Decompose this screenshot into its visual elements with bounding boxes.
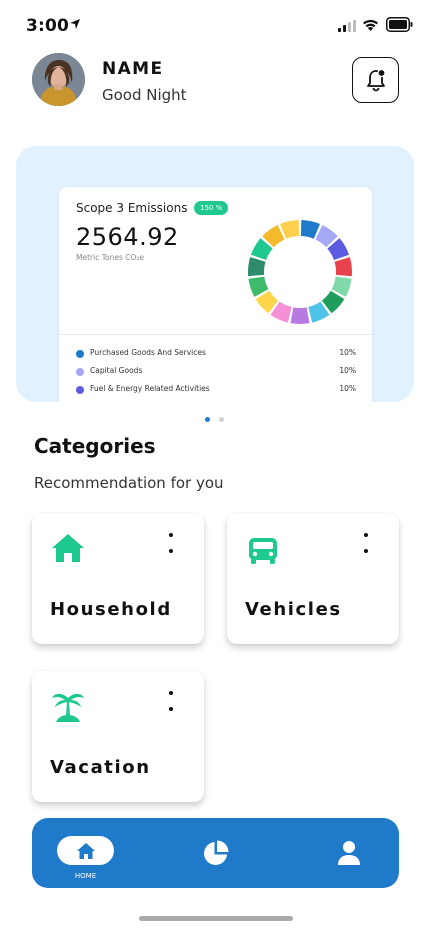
cellular-signal-icon	[338, 20, 356, 32]
carousel-dot-active[interactable]	[205, 417, 210, 422]
status-time: 3:00	[26, 16, 70, 36]
location-arrow-icon	[70, 19, 80, 29]
car-icon	[249, 538, 277, 564]
legend-percent: 10%	[339, 384, 356, 393]
palm-tree-icon	[52, 693, 84, 722]
card-divider	[59, 334, 372, 335]
donut-segment	[300, 220, 320, 239]
legend-percent: 10%	[339, 348, 356, 357]
donut-segment	[248, 257, 266, 277]
more-options-icon[interactable]	[361, 533, 371, 553]
legend-item: Fuel & Energy Related Activities 10%	[76, 383, 356, 397]
avatar[interactable]	[32, 53, 85, 106]
user-name: NAME	[102, 59, 164, 79]
bell-icon	[366, 68, 386, 92]
home-icon	[76, 842, 95, 859]
greeting-text: Good Night	[102, 86, 187, 104]
categories-title: Categories	[34, 434, 156, 458]
carousel-dot[interactable]	[219, 417, 224, 422]
profile-icon[interactable]	[337, 840, 361, 866]
category-label: Vacation	[50, 757, 151, 778]
legend-item: Purchased Goods And Services 10%	[76, 347, 356, 361]
legend-dot	[76, 350, 84, 358]
category-label: Household	[50, 599, 172, 620]
avatar-photo	[32, 53, 85, 106]
donut-segment	[331, 276, 352, 297]
donut-segment	[290, 307, 310, 325]
legend-percent: 10%	[339, 366, 356, 375]
donut-segment	[321, 290, 345, 314]
donut-segment	[262, 225, 285, 248]
notification-button[interactable]	[352, 57, 399, 103]
pie-chart-icon[interactable]	[203, 840, 229, 866]
bottom-navigation: HOME	[32, 818, 399, 888]
legend-dot	[76, 386, 84, 394]
emissions-value: 2564.92	[76, 223, 179, 251]
legend-label: Capital Goods	[90, 366, 143, 375]
category-card-vehicles[interactable]: Vehicles	[227, 513, 399, 644]
more-options-icon[interactable]	[166, 533, 176, 553]
donut-segment	[280, 220, 300, 239]
donut-segment	[308, 301, 330, 323]
donut-segment	[315, 225, 338, 248]
wifi-icon	[363, 19, 378, 31]
legend-label: Purchased Goods And Services	[90, 348, 206, 357]
emissions-title: Scope 3 Emissions	[76, 201, 188, 215]
categories-subtitle: Recommendation for you	[34, 474, 224, 492]
home-indicator	[139, 916, 293, 921]
home-icon	[52, 534, 84, 562]
battery-icon	[386, 17, 413, 32]
nav-home-button[interactable]	[57, 836, 114, 865]
status-bar: 3:00	[0, 0, 430, 52]
legend-item: Capital Goods 10%	[76, 365, 356, 379]
nav-home-label: HOME	[74, 872, 97, 880]
donut-segment	[248, 276, 269, 297]
emissions-card[interactable]: Scope 3 Emissions 150 % 2564.92 Metric T…	[59, 187, 372, 402]
more-options-icon[interactable]	[166, 691, 176, 711]
emissions-unit: Metric Tones CO₂e	[76, 253, 145, 262]
donut-segment	[270, 301, 292, 323]
legend-dot	[76, 368, 84, 376]
category-card-household[interactable]: Household	[32, 513, 204, 644]
category-card-vacation[interactable]: Vacation	[32, 671, 204, 802]
emissions-badge: 150 %	[194, 201, 229, 215]
donut-segment	[334, 257, 352, 277]
donut-segment	[327, 238, 350, 261]
category-label: Vehicles	[245, 599, 342, 620]
emissions-donut-chart	[248, 220, 352, 325]
emissions-carousel[interactable]: Scope 3 Emissions 150 % 2564.92 Metric T…	[16, 146, 414, 402]
legend-label: Fuel & Energy Related Activities	[90, 384, 210, 393]
donut-segment	[255, 290, 279, 314]
donut-segment	[250, 238, 273, 261]
